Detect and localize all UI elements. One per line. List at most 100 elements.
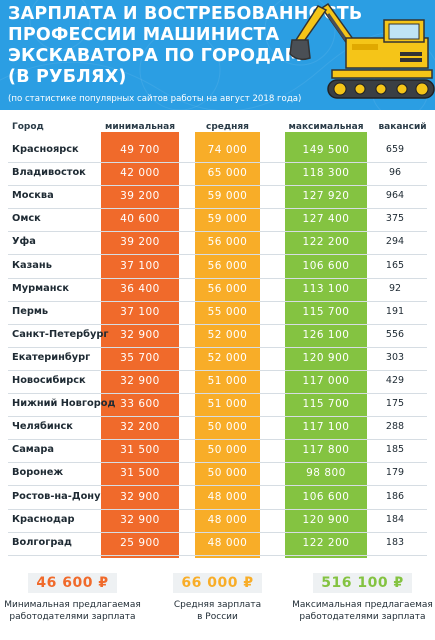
row-divider [8, 208, 427, 210]
table-row: Мурманск 36 400 56 000 113 100 92 [0, 279, 435, 302]
vacancies-cell: 294 [385, 236, 405, 248]
table-row: Самара 31 500 50 000 117 800 185 [0, 440, 435, 464]
title-line: ЗАРПЛАТА И ВОСТРЕБОВАННОСТЬ [8, 4, 363, 24]
column-header-vacancies: вакансий [378, 122, 427, 132]
summary-label-line: Максимальная предлагаемая [292, 600, 433, 610]
max-salary-cell: 118 300 [302, 167, 350, 180]
max-salary-cell: 98 800 [306, 467, 346, 480]
row-divider [8, 277, 427, 279]
city-cell: Омск [12, 213, 41, 225]
min-salary-cell: 32 200 [120, 421, 160, 434]
summary-max-value: 516 100 ₽ [313, 573, 412, 593]
city-cell: Пермь [12, 305, 49, 317]
vacancies-cell: 183 [385, 536, 405, 548]
avg-salary-cell: 48 000 [207, 536, 248, 549]
table-row: Новосибирск 32 900 51 000 117 000 429 [0, 371, 435, 394]
max-salary-cell: 117 000 [302, 375, 350, 387]
summary-label-line: Средняя зарплата [173, 600, 262, 610]
vacancies-cell: 429 [385, 375, 405, 386]
column-header-avg: средняя [206, 122, 249, 132]
min-salary-cell: 31 500 [120, 444, 160, 457]
min-salary-cell: 36 400 [120, 282, 160, 295]
excavator-icon [289, 2, 435, 99]
min-salary-cell: 40 600 [120, 213, 160, 226]
row-divider [8, 162, 427, 163]
city-cell: Воронеж [12, 467, 64, 479]
row-divider [8, 369, 427, 371]
city-cell: Екатеринбург [12, 351, 91, 363]
table-row: Волгоград 25 900 48 000 122 200 183 [0, 533, 435, 556]
vacancies-cell: 191 [385, 305, 405, 317]
max-salary-cell: 126 100 [302, 328, 350, 341]
city-cell: Челябинск [12, 421, 73, 433]
summary-max-label: Максимальная предлагаемая работодателями… [290, 599, 435, 623]
min-salary-cell: 32 900 [120, 375, 160, 387]
city-cell: Владивосток [12, 167, 86, 179]
summary-max: 516 100 ₽ Максимальная предлагаемая рабо… [290, 572, 435, 623]
title-line: (В РУБЛЯХ) [8, 67, 127, 87]
page-title: ЗАРПЛАТА И ВОСТРЕБОВАННОСТЬ ПРОФЕССИИ МА… [8, 4, 363, 88]
table-row: Краснодар 32 900 48 000 120 900 184 [0, 510, 435, 533]
min-salary-cell: 25 900 [120, 536, 160, 549]
min-salary-cell: 31 500 [120, 467, 160, 480]
table-row: Санкт-Петербург 32 900 52 000 126 100 556 [0, 325, 435, 348]
row-divider [8, 300, 427, 302]
avg-salary-cell: 50 000 [207, 467, 248, 480]
vacancies-cell: 556 [385, 328, 405, 340]
title-line: ПРОФЕССИИ МАШИНИСТА [8, 25, 280, 45]
row-divider [8, 462, 427, 464]
city-cell: Волгоград [12, 536, 72, 548]
city-cell: Краснодар [12, 513, 75, 525]
table-row: Екатеринбург 35 700 52 000 120 900 303 [0, 348, 435, 371]
max-salary-cell: 113 100 [302, 282, 350, 295]
summary-min: 46 600 ₽ Минимальная предлагаемая работо… [0, 572, 145, 623]
summary-min-value: 46 600 ₽ [28, 573, 117, 593]
avg-salary-column-band [195, 132, 260, 558]
row-divider [8, 531, 427, 533]
max-salary-column-band [285, 132, 367, 558]
avg-salary-cell: 56 000 [207, 236, 248, 249]
vacancies-cell: 659 [385, 144, 405, 155]
summary-avg-value: 66 000 ₽ [173, 573, 262, 593]
table-row: Челябинск 32 200 50 000 117 100 288 [0, 417, 435, 441]
summary-label-line: работодателями зарплата [9, 612, 136, 622]
avg-salary-cell: 52 000 [207, 328, 248, 341]
city-cell: Уфа [12, 236, 36, 248]
max-salary-cell: 122 200 [302, 236, 350, 249]
vacancies-cell: 179 [385, 467, 405, 479]
table-row: Пермь 37 100 55 000 115 700 191 [0, 302, 435, 325]
min-salary-cell: 42 000 [120, 167, 160, 180]
vacancies-cell: 375 [385, 213, 405, 225]
table-row: Казань 37 100 56 000 106 600 165 [0, 256, 435, 279]
min-salary-cell: 49 700 [120, 144, 160, 156]
min-salary-cell: 37 100 [120, 305, 160, 318]
row-divider [8, 185, 427, 187]
row-divider [8, 485, 427, 487]
avg-salary-cell: 50 000 [207, 421, 248, 434]
title-line: ЭКСКАВАТОРА ПО ГОРОДАМ [8, 46, 303, 66]
city-cell: Москва [12, 190, 54, 202]
min-salary-cell: 39 200 [120, 236, 160, 249]
row-divider [8, 508, 427, 510]
city-cell: Красноярск [12, 144, 79, 155]
table-row: Омск 40 600 59 000 127 400 375 [0, 209, 435, 233]
row-divider [8, 439, 427, 441]
vacancies-cell: 964 [385, 190, 405, 202]
row-divider [8, 393, 427, 394]
vacancies-cell: 175 [385, 398, 405, 410]
summary-footer: 46 600 ₽ Минимальная предлагаемая работо… [0, 558, 435, 640]
city-cell: Самара [12, 444, 55, 456]
avg-salary-cell: 52 000 [207, 351, 248, 364]
city-cell: Мурманск [12, 282, 69, 294]
table-row: Ростов-на-Дону 32 900 48 000 106 600 186 [0, 487, 435, 510]
summary-min-label: Минимальная предлагаемая работодателями … [0, 599, 145, 623]
city-cell: Казань [12, 259, 52, 271]
column-header-min: минимальная [105, 122, 175, 132]
max-salary-cell: 117 800 [302, 444, 350, 457]
column-header-city: Город [12, 122, 44, 132]
city-cell: Санкт-Петербург [12, 328, 109, 340]
avg-salary-cell: 59 000 [207, 190, 248, 203]
max-salary-cell: 115 700 [302, 398, 350, 411]
city-cell: Нижний Новгород [12, 398, 116, 410]
avg-salary-cell: 48 000 [207, 513, 248, 526]
